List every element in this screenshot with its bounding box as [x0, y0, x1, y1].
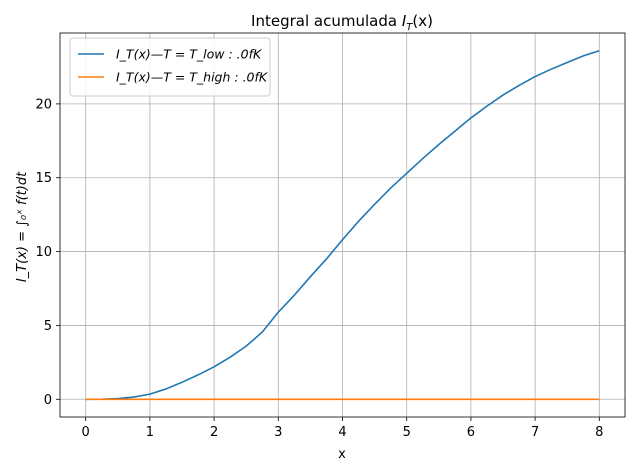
x-tick-label: 0	[82, 425, 90, 440]
x-tick-label: 1	[146, 425, 154, 440]
series-group	[85, 49, 600, 401]
y-tick-label: 20	[35, 97, 52, 112]
ticks: 0 1 2 3 4 5 6 7 8 0 5 10 15 20	[35, 97, 603, 440]
y-tick-label: 5	[44, 319, 52, 334]
legend-label-1: I_T(x)—T = T_low : .0fK	[116, 47, 263, 62]
x-tick-label: 5	[403, 425, 411, 440]
legend-box	[69, 37, 271, 97]
x-tick-label: 7	[531, 425, 539, 440]
x-axis-title: x	[338, 447, 346, 462]
y-axis-title: I_T(x) = ∫₀ˣ f(t)dt	[15, 171, 30, 282]
x-tick-label: 6	[467, 425, 475, 440]
series-line-1	[85, 49, 600, 401]
legend-label-2: I_T(x)—T = T_high : .0fK	[116, 70, 269, 85]
y-tick-label: 15	[35, 171, 52, 186]
grid	[60, 33, 625, 417]
chart-title: Integral acumulada IT(x)	[251, 12, 433, 33]
x-tick-label: 2	[210, 425, 218, 440]
x-tick-label: 8	[595, 425, 603, 440]
y-tick-label: 0	[44, 393, 52, 408]
x-tick-label: 3	[274, 425, 282, 440]
x-tick-label: 4	[338, 425, 346, 440]
legend: I_T(x)—T = T_low : .0fK I_T(x)—T = T_high…	[69, 37, 271, 97]
y-tick-label: 10	[35, 245, 52, 260]
